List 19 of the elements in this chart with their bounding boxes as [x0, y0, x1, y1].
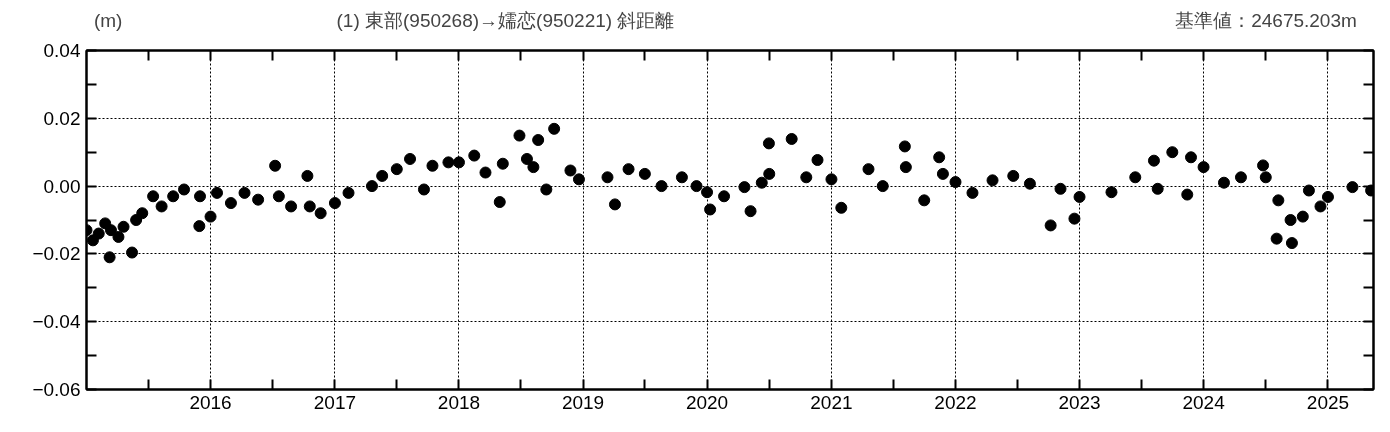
y-tick-label: 0.04 — [43, 40, 81, 61]
text: 基準値：24675.203m — [1175, 10, 1357, 31]
y-tick-label: −0.06 — [32, 379, 81, 400]
x-tick-label: 2016 — [189, 391, 232, 413]
x-tick-label: 2017 — [313, 391, 357, 413]
x-tick-label: 2020 — [685, 391, 729, 413]
x-tick-label: 2023 — [1058, 391, 1101, 413]
x-tick-label: 2019 — [561, 391, 605, 413]
y-tick-label: −0.02 — [32, 243, 81, 265]
y-tick-label: 0.02 — [43, 107, 81, 129]
x-tick-label: 2025 — [1306, 391, 1350, 413]
x-tick-label: 2018 — [437, 391, 481, 413]
x-tick-label: 2021 — [810, 391, 853, 413]
y-tick-label: 0.00 — [43, 175, 81, 197]
x-tick-label: 2022 — [934, 391, 977, 413]
y-axis-title: (m) — [93, 10, 123, 31]
x-tick-label: 2024 — [1182, 391, 1226, 413]
y-tick-label: −0.04 — [32, 311, 81, 333]
chart-title: (1) 東部(950268)→嬬恋(950221) 斜距離 — [336, 10, 675, 31]
